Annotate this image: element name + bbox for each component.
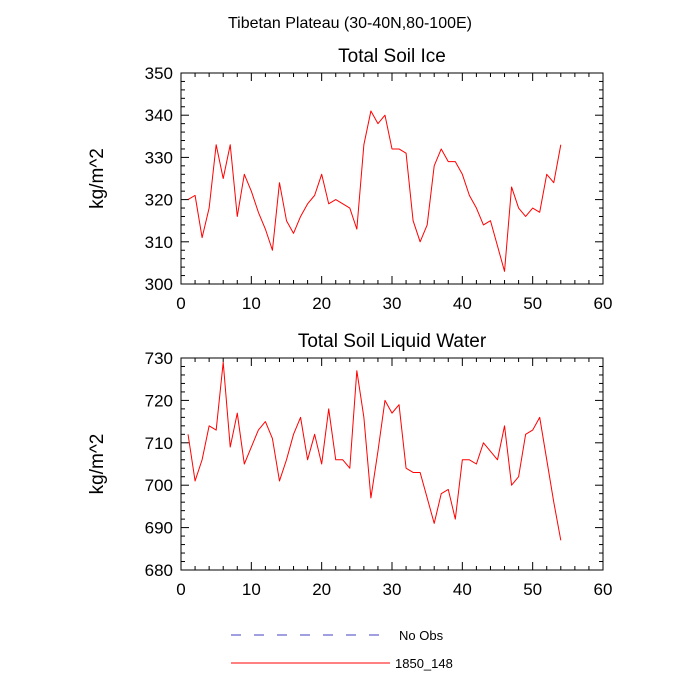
panel-title: Total Soil Liquid Water: [298, 331, 487, 352]
x-tick-label: 50: [523, 580, 542, 599]
x-tick-label: 60: [594, 294, 613, 313]
y-tick-label: 720: [145, 391, 173, 410]
x-tick-label: 10: [242, 580, 261, 599]
y-tick-label: 690: [145, 519, 173, 538]
legend-label-1850-148: 1850_148: [395, 656, 453, 671]
x-tick-label: 40: [453, 580, 472, 599]
legend: No Obs 1850_148: [231, 628, 453, 671]
plot-frame: [180, 72, 604, 285]
y-tick-label: 310: [145, 233, 173, 252]
legend-label-no-obs: No Obs: [399, 628, 444, 643]
x-tick-label: 60: [594, 580, 613, 599]
x-tick-label: 0: [176, 294, 185, 313]
y-tick-label: 730: [145, 349, 173, 368]
x-tick-label: 20: [312, 294, 331, 313]
y-tick-label: 300: [145, 275, 173, 294]
figure-title: Tibetan Plateau (30-40N,80-100E): [228, 15, 472, 32]
x-tick-label: 20: [312, 580, 331, 599]
series-line-1850-148: [187, 361, 562, 541]
y-tick-label: 680: [145, 561, 173, 580]
x-tick-label: 40: [453, 294, 472, 313]
x-tick-label: 30: [383, 580, 402, 599]
panel-total-soil-liquid-water: Total Soil Liquid Water 0 10 20 30 40 50 60 680 6…: [87, 331, 612, 599]
panel-total-soil-ice: Total Soil Ice 0 10 20 30 40 50 60 300 310 320 330 3…: [87, 46, 612, 313]
x-tick-label: 30: [383, 294, 402, 313]
x-tick-label: 50: [523, 294, 542, 313]
y-tick-label: 320: [145, 191, 173, 210]
y-tick-label: 340: [145, 106, 173, 125]
x-tick-label: 0: [176, 580, 185, 599]
x-tick-label: 10: [242, 294, 261, 313]
y-tick-label: 330: [145, 148, 173, 167]
y-tick-label: 710: [145, 434, 173, 453]
series-line-1850-148: [187, 110, 562, 272]
y-tick-label: 700: [145, 476, 173, 495]
y-axis-label: kg/m^2: [87, 148, 108, 209]
y-axis-label: kg/m^2: [87, 434, 108, 495]
y-tick-label: 350: [145, 64, 173, 83]
panel-title: Total Soil Ice: [338, 46, 446, 67]
